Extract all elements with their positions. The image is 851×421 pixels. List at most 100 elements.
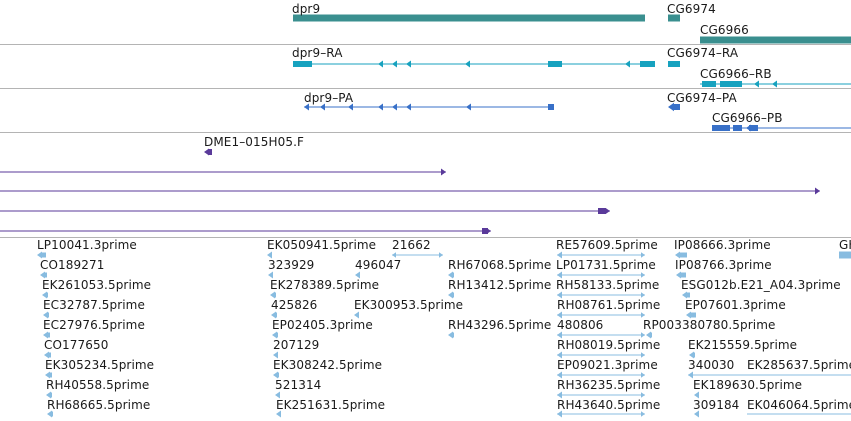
est-alignment[interactable] — [641, 292, 645, 298]
est-label[interactable]: ESG012b.E21_A04.3prime — [681, 278, 841, 292]
est-alignment[interactable] — [275, 292, 276, 298]
est-alignment[interactable] — [641, 352, 645, 358]
clone-end-marker[interactable] — [598, 208, 606, 214]
est-label[interactable]: CO189271 — [40, 258, 105, 272]
est-alignment[interactable] — [278, 372, 279, 378]
est-label[interactable]: 496047 — [355, 258, 402, 272]
gene-label-cg6974[interactable]: CG6974 — [667, 2, 716, 16]
est-label[interactable]: 340030 — [688, 358, 735, 372]
est-label[interactable]: GH — [839, 238, 851, 252]
transcript-exon[interactable] — [625, 60, 630, 68]
protein-label-dpr9-pa[interactable]: dpr9–PA — [304, 91, 354, 105]
est-alignment[interactable] — [448, 291, 453, 299]
gene-feature[interactable] — [700, 36, 851, 44]
est-alignment[interactable] — [42, 252, 46, 258]
est-label[interactable]: RH58133.5prime — [556, 278, 660, 292]
transcript-exon[interactable] — [548, 61, 562, 67]
protein-exon[interactable] — [712, 125, 730, 131]
est-alignment[interactable] — [839, 251, 851, 259]
transcript-exon[interactable] — [720, 81, 742, 87]
est-alignment[interactable] — [694, 352, 695, 358]
est-alignment[interactable] — [557, 271, 562, 279]
est-alignment[interactable] — [276, 312, 277, 318]
est-alignment[interactable] — [682, 291, 687, 299]
est-alignment[interactable] — [273, 351, 278, 359]
est-alignment[interactable] — [37, 251, 42, 259]
est-alignment[interactable] — [557, 371, 562, 379]
est-alignment[interactable] — [557, 251, 562, 259]
clone-end-marker[interactable] — [204, 148, 209, 156]
est-alignment[interactable] — [45, 272, 47, 278]
est-alignment[interactable] — [43, 311, 48, 319]
est-alignment[interactable] — [453, 332, 454, 338]
est-alignment[interactable] — [694, 391, 699, 399]
est-alignment[interactable] — [646, 331, 651, 339]
est-label[interactable]: 323929 — [268, 258, 315, 272]
est-alignment[interactable] — [641, 372, 645, 378]
est-alignment[interactable] — [272, 331, 277, 339]
protein-exon[interactable] — [304, 103, 309, 111]
est-label[interactable]: RE57609.5prime — [556, 238, 658, 252]
est-alignment[interactable] — [275, 391, 280, 399]
est-alignment[interactable] — [49, 352, 51, 358]
est-label[interactable]: 207129 — [273, 338, 320, 352]
gene-feature[interactable] — [293, 14, 645, 22]
clone-end-marker[interactable] — [487, 228, 491, 234]
est-alignment[interactable] — [694, 410, 699, 418]
est-alignment[interactable] — [268, 271, 273, 279]
est-alignment[interactable] — [52, 411, 53, 417]
est-label[interactable]: IP08666.3prime — [674, 238, 771, 252]
est-alignment[interactable] — [557, 311, 562, 319]
est-label[interactable]: EK300953.5prime — [354, 298, 464, 312]
est-alignment[interactable] — [453, 272, 454, 278]
transcript-exon[interactable] — [293, 61, 312, 67]
transcript-exon[interactable] — [465, 60, 470, 68]
transcript-exon[interactable] — [754, 80, 759, 88]
est-alignment[interactable] — [40, 271, 45, 279]
transcript-exon[interactable] — [640, 61, 655, 67]
protein-exon[interactable] — [466, 103, 471, 111]
est-label[interactable]: LP10041.3prime — [37, 238, 137, 252]
est-alignment[interactable] — [557, 410, 562, 418]
est-label[interactable]: EK305234.5prime — [45, 358, 155, 372]
gene-label-dpr9[interactable]: dpr9 — [292, 2, 321, 16]
est-label[interactable]: 425826 — [271, 298, 318, 312]
est-alignment[interactable] — [276, 410, 281, 418]
transcript-exon[interactable] — [702, 81, 716, 87]
est-alignment[interactable] — [50, 372, 52, 378]
est-alignment[interactable] — [557, 331, 562, 339]
est-label[interactable]: 521314 — [275, 378, 322, 392]
est-alignment[interactable] — [51, 392, 52, 398]
est-label[interactable]: RH68665.5prime — [47, 398, 151, 412]
est-alignment[interactable] — [392, 252, 396, 258]
est-label[interactable]: EK251631.5prime — [276, 398, 386, 412]
protein-label-cg6966-pb[interactable]: CG6966–PB — [712, 111, 783, 125]
est-label[interactable]: EK215559.5prime — [688, 338, 798, 352]
clone-label[interactable]: DME1–015H05.F — [204, 135, 305, 149]
est-alignment[interactable] — [641, 312, 645, 318]
est-alignment[interactable] — [277, 332, 278, 338]
est-label[interactable]: RH13412.5prime — [448, 278, 552, 292]
est-label[interactable]: RH08019.5prime — [557, 338, 661, 352]
est-alignment[interactable] — [45, 371, 50, 379]
est-label[interactable]: 21662 — [392, 238, 431, 252]
protein-exon[interactable] — [348, 103, 353, 111]
est-alignment[interactable] — [691, 312, 696, 318]
est-label[interactable]: EK285637.5prime — [747, 358, 851, 372]
est-label[interactable]: EP09021.3prime — [557, 358, 658, 372]
clone-end-marker[interactable] — [208, 149, 212, 155]
est-alignment[interactable] — [641, 332, 645, 338]
protein-exon[interactable] — [378, 103, 383, 111]
est-label[interactable]: EK046064.5prime — [747, 398, 851, 412]
est-label[interactable]: EP02405.3prime — [272, 318, 373, 332]
protein-exon[interactable] — [320, 103, 325, 111]
est-alignment[interactable] — [651, 332, 652, 338]
est-label[interactable]: RH43296.5prime — [448, 318, 552, 332]
est-alignment[interactable] — [267, 251, 272, 259]
est-alignment[interactable] — [42, 291, 47, 299]
clone-end-marker[interactable] — [815, 187, 820, 195]
protein-exon[interactable] — [733, 125, 742, 131]
protein-exon[interactable] — [668, 102, 674, 112]
transcript-exon[interactable] — [378, 60, 383, 68]
est-alignment[interactable] — [354, 311, 359, 319]
